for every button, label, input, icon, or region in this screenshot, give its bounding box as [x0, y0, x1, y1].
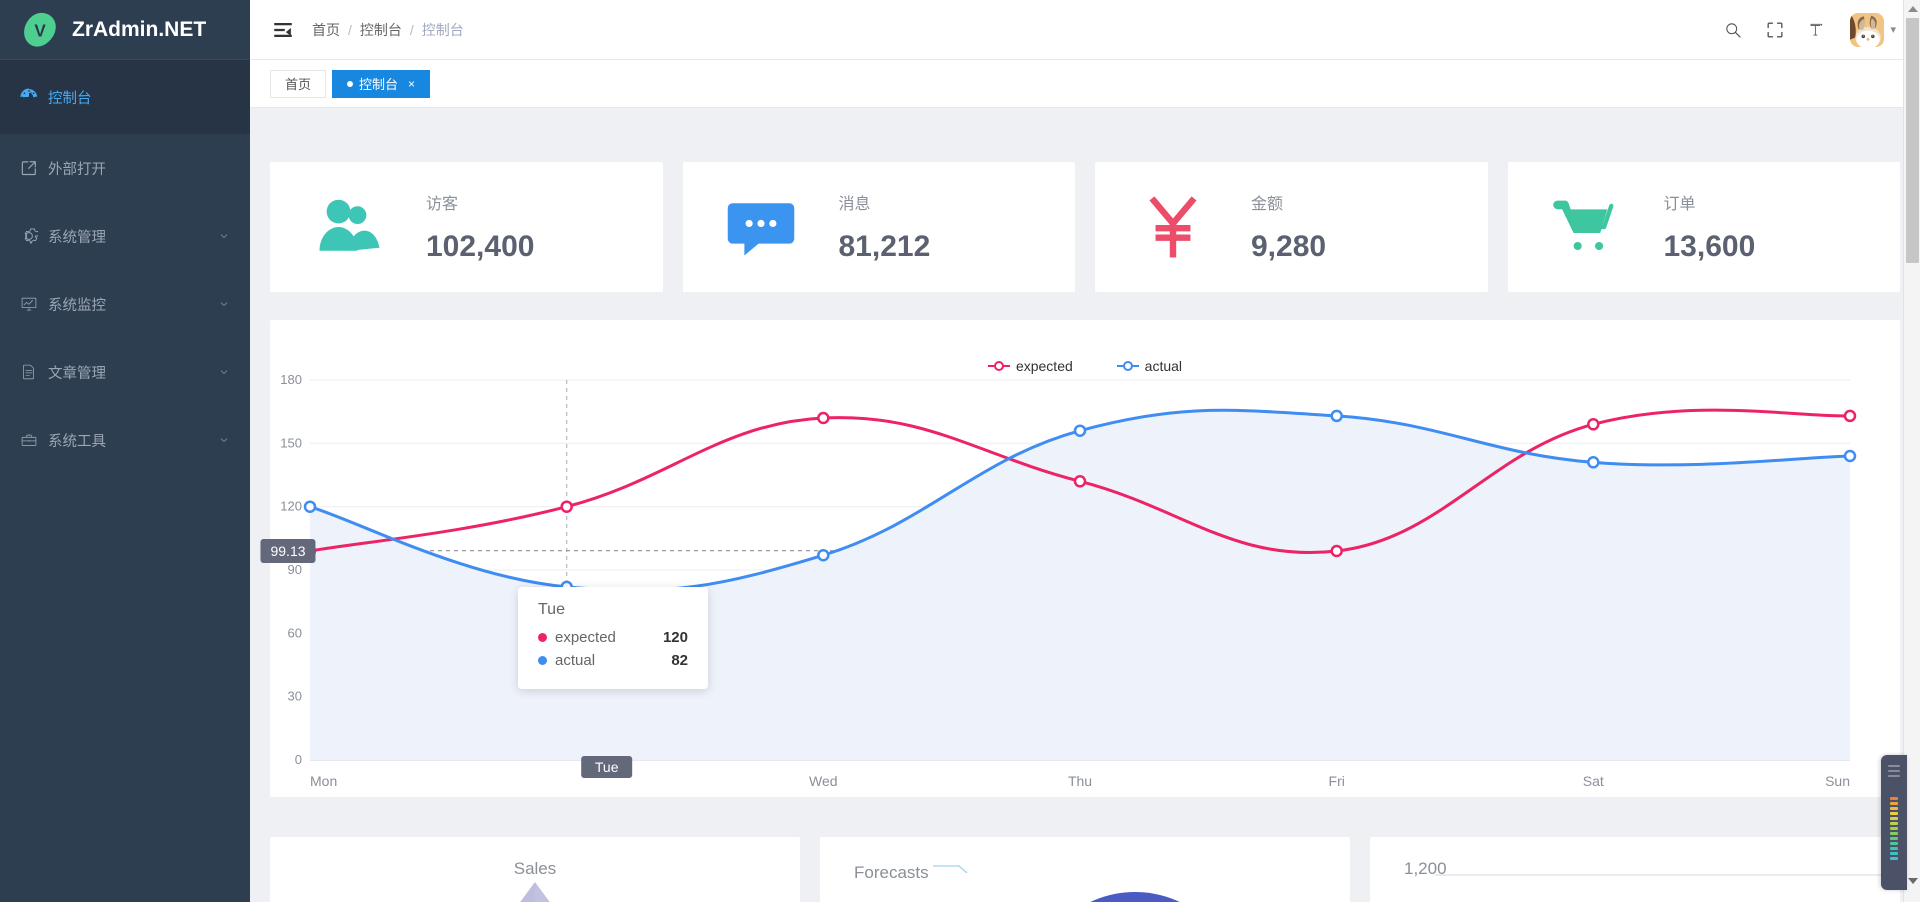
- svg-text:30: 30: [288, 689, 302, 704]
- svg-text:Fri: Fri: [1329, 773, 1345, 789]
- svg-text:0: 0: [295, 752, 302, 767]
- svg-text:60: 60: [288, 625, 302, 640]
- svg-text:Thu: Thu: [1068, 773, 1092, 789]
- svg-text:150: 150: [280, 435, 302, 450]
- svg-text:Wed: Wed: [809, 773, 838, 789]
- svg-text:V: V: [34, 21, 46, 40]
- svg-text:Mon: Mon: [310, 773, 337, 789]
- svg-text:90: 90: [288, 562, 302, 577]
- svg-text:Sun: Sun: [1825, 773, 1850, 789]
- svg-text:120: 120: [280, 499, 302, 514]
- svg-text:180: 180: [280, 372, 302, 387]
- svg-text:Sat: Sat: [1583, 773, 1604, 789]
